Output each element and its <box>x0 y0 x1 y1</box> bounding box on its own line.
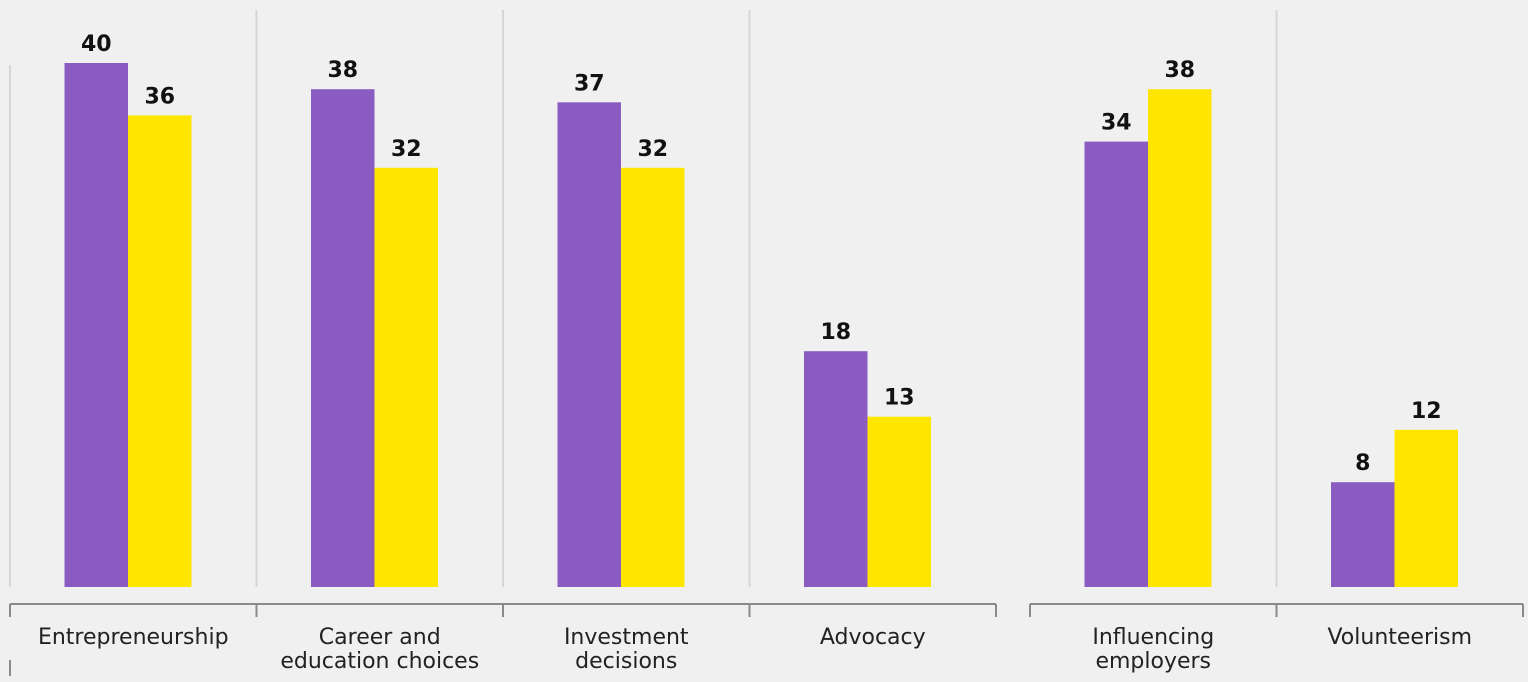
bar-series2 <box>374 167 438 588</box>
x-tick-label: Investment decisions <box>564 625 689 674</box>
data-label: 13 <box>884 386 915 411</box>
bar-series1 <box>311 89 375 587</box>
bar-series2 <box>867 416 931 587</box>
data-label: 8 <box>1355 451 1370 476</box>
bar-series1 <box>557 102 621 588</box>
bar-series2 <box>1148 89 1212 587</box>
x-tick-label: Career and education choices <box>280 625 479 674</box>
data-label: 38 <box>1164 58 1195 83</box>
bar-series1 <box>1084 141 1148 587</box>
bar-series1 <box>804 351 868 587</box>
data-label: 40 <box>81 32 112 57</box>
bar-series1 <box>64 63 128 587</box>
data-label: 34 <box>1101 111 1132 136</box>
x-tick-label: Entrepreneurship <box>38 625 229 650</box>
bar-series2 <box>128 115 192 588</box>
data-label: 12 <box>1411 399 1442 424</box>
bar-series2 <box>1394 429 1458 587</box>
x-tick-label: Advocacy <box>820 625 926 650</box>
x-tick-label: Influencing employers <box>1092 625 1214 674</box>
bar-series1 <box>1331 482 1395 587</box>
data-label: 32 <box>637 137 668 162</box>
data-label: 32 <box>391 137 422 162</box>
x-tick-label: Volunteerism <box>1327 625 1472 650</box>
bar-series2 <box>621 167 685 588</box>
data-label: 37 <box>574 71 605 96</box>
data-label: 38 <box>327 58 358 83</box>
data-label: 18 <box>820 320 851 345</box>
data-label: 36 <box>144 84 175 109</box>
